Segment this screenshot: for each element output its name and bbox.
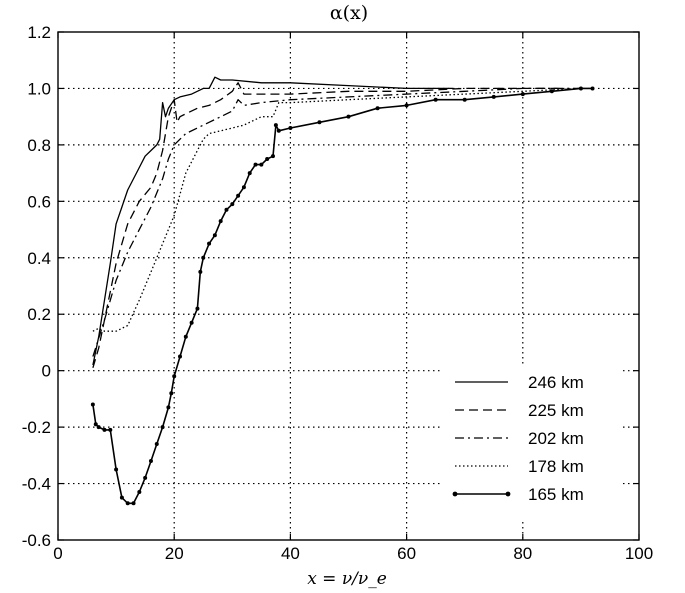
series-line [92,87,581,332]
data-point [236,193,241,198]
x-tick-label: 60 [397,544,416,563]
series-3 [92,87,581,332]
legend-label: 246 km [528,373,584,392]
legend-label: 165 km [528,485,584,504]
ticks: 0 20 40 60 80 100 -0.6 -0.4 -0.2 0 0.2 0.4 0.6 0.8 1.0… [22,23,653,563]
x-tick-label: 0 [53,544,62,563]
data-point [169,391,174,396]
plot-frame [57,31,640,541]
data-point [549,89,554,94]
data-point [520,92,525,97]
data-point [108,427,113,432]
data-point [253,162,258,167]
y-tick-label: -0.2 [22,418,51,437]
data-point [125,501,130,506]
legend-label: 178 km [528,457,584,476]
x-tick-label: 20 [165,544,184,563]
data-point [375,106,380,111]
data-point [346,114,351,119]
data-point [276,128,281,133]
data-point [90,402,95,407]
y-tick-label: 0.4 [27,249,51,268]
data-point [273,123,278,128]
data-point [102,427,107,432]
x-axis-label: x = ν/ν_e [307,569,387,589]
data-point [230,202,235,207]
x-tick-label: 100 [625,544,653,563]
series-line [92,76,454,366]
series-4 [90,86,595,506]
x-tick-label: 80 [513,544,532,563]
data-point [148,458,153,463]
data-point [433,97,438,102]
data-point [288,125,293,130]
chart-title: α(x) [330,2,368,24]
legend-marker [452,491,458,497]
data-point [218,219,223,224]
data-point [578,86,583,91]
data-point [143,475,148,480]
data-point [265,157,270,161]
series-layer [90,76,595,506]
data-point [131,501,136,506]
data-point [462,97,467,102]
data-point [259,162,264,167]
data-point [224,207,229,212]
data-point [137,490,142,495]
data-point [241,185,246,190]
data-point [93,422,98,427]
data-point [317,120,322,125]
grid [58,32,639,540]
series-1 [92,82,558,368]
data-point [114,467,119,472]
legend-label: 202 km [528,429,584,448]
data-point [270,154,275,159]
data-point [178,354,183,359]
data-point [154,442,159,447]
data-point [212,233,217,238]
data-point [96,425,101,430]
data-point [207,241,212,246]
series-0 [92,76,454,366]
data-point [491,94,496,99]
y-tick-label: 0.2 [27,305,51,324]
data-point [172,374,177,379]
y-tick-label: 1.2 [27,23,51,42]
data-point [183,334,188,339]
y-tick-label: 0 [42,362,51,381]
data-point [119,495,124,500]
series-line [92,82,558,368]
y-tick-label: 1.0 [27,79,51,98]
legend: 246 km 225 km 202 km 178 km 165 km [443,365,623,520]
y-tick-label: -0.6 [22,531,51,550]
y-tick-label: -0.4 [22,475,51,494]
x-tick-label: 40 [281,544,300,563]
y-tick-label: 0.8 [27,136,51,155]
data-point [201,255,206,260]
data-point [195,306,200,311]
legend-marker [505,491,511,497]
legend-label: 225 km [528,401,584,420]
data-point [404,103,409,108]
data-point [590,86,595,91]
data-point [247,171,252,176]
data-point [166,405,171,410]
data-point [160,425,165,430]
data-point [189,320,194,325]
data-point [198,269,203,274]
y-tick-label: 0.6 [27,192,51,211]
